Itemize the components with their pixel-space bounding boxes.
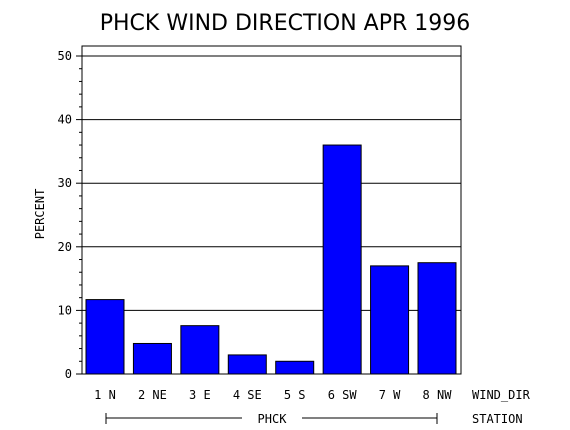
x-category-label: 2 NE — [138, 388, 167, 402]
x-category-label: 3 E — [189, 388, 211, 402]
bar-4-se — [227, 354, 267, 375]
y-tick-label: 40 — [58, 113, 72, 127]
x-axis-labels: 1 N 2 NE 3 E 4 SE 5 S 6 SW 7 W 8 NW — [94, 388, 452, 402]
x-category-label: 1 N — [94, 388, 116, 402]
bars — [85, 144, 457, 375]
y-tick-label: 10 — [58, 303, 72, 317]
station-axis-label: STATION — [472, 412, 523, 426]
bar-8-nw — [417, 262, 457, 375]
x-category-label: 8 NW — [423, 388, 453, 402]
station-group-label: PHCK — [258, 412, 288, 426]
x-axis-label: WIND_DIR — [472, 388, 531, 402]
bar-1-n — [85, 299, 125, 375]
x-category-label: 7 W — [379, 388, 401, 402]
y-tick-label: 20 — [58, 240, 72, 254]
y-axis-label: PERCENT — [33, 189, 47, 240]
y-tick-label: 50 — [58, 49, 72, 63]
x-category-label: 4 SE — [233, 388, 262, 402]
y-tick-label: 30 — [58, 176, 72, 190]
bar-3-e — [180, 325, 220, 375]
plot-frame — [81, 45, 462, 375]
x-category-label: 5 S — [284, 388, 306, 402]
bar-6-sw — [322, 144, 362, 375]
y-tick-label: 0 — [65, 367, 72, 381]
y-axis-ticks: 0 10 20 30 40 50 — [58, 49, 82, 381]
station-group-axis: PHCK — [105, 412, 438, 426]
chart-title: PHCK WIND DIRECTION APR 1996 — [100, 11, 470, 36]
bar-5-s — [275, 360, 315, 375]
x-category-label: 6 SW — [328, 388, 358, 402]
bar-7-w — [370, 265, 410, 375]
bar-2-ne — [132, 342, 172, 375]
